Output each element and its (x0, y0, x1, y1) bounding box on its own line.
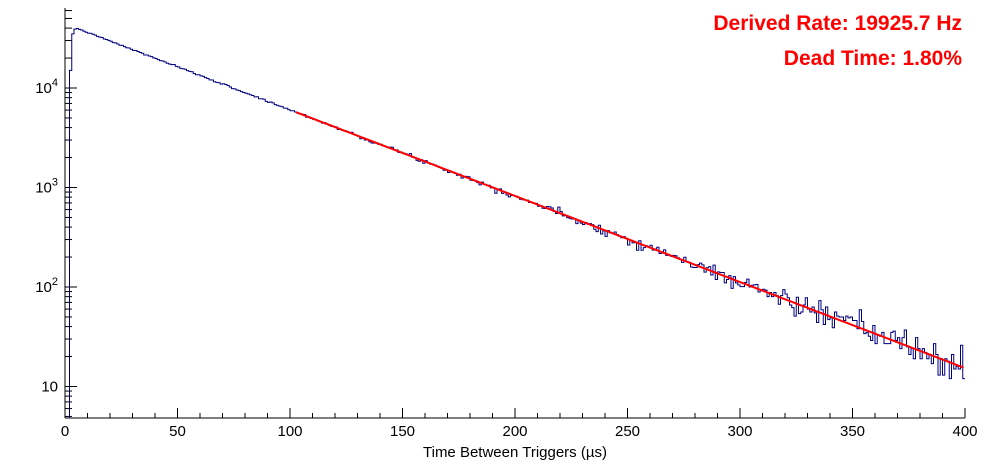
x-tick-label: 250 (615, 423, 640, 440)
fit-line (295, 111, 964, 369)
x-tick-label: 150 (390, 423, 415, 440)
y-tick-label: 10 (41, 379, 58, 396)
x-tick-label: 200 (502, 423, 527, 440)
x-tick-label: 400 (952, 423, 977, 440)
y-tick-label: 102 (35, 276, 58, 296)
x-tick-label: 100 (277, 423, 302, 440)
x-tick-label: 300 (727, 423, 752, 440)
axes: 0 50 100 150 200 250 300 350 400 10 102 103 104 (35, 8, 978, 440)
x-tick-label: 0 (61, 423, 69, 440)
x-tick-label: 350 (840, 423, 865, 440)
derived-rate-annotation: Derived Rate: 19925.7 Hz (713, 12, 962, 35)
histogram-series (69, 28, 965, 418)
exponential-fit-line (295, 111, 964, 369)
histogram-step-line (69, 28, 965, 418)
y-tick-label: 104 (35, 77, 58, 97)
x-tick-label: 50 (169, 423, 186, 440)
y-tick-label: 103 (35, 177, 58, 197)
dead-time-annotation: Dead Time: 1.80% (784, 47, 963, 70)
x-axis-title: Time Between Triggers (µs) (423, 444, 607, 461)
